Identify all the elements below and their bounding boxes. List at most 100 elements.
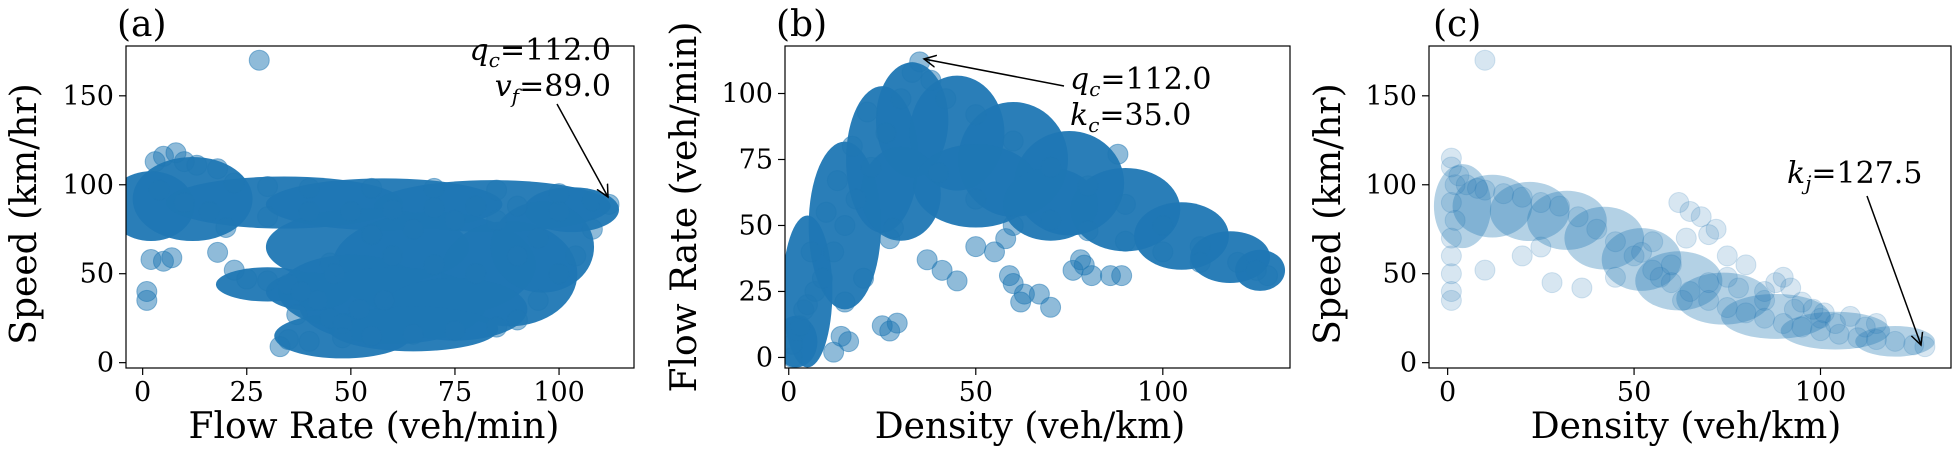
data-point xyxy=(174,193,194,213)
data-point xyxy=(1531,237,1551,257)
data-point xyxy=(1568,207,1588,227)
data-point xyxy=(947,271,967,291)
x-axis-label: Flow Rate (veh/min) xyxy=(189,406,560,447)
data-point xyxy=(507,196,527,216)
y-axis-label: Flow Rate (veh/min) xyxy=(664,22,705,393)
data-point xyxy=(1441,193,1461,213)
data-point xyxy=(910,52,930,72)
annotation-symbol: q xyxy=(470,33,489,68)
annotation-line-2: vf=89.0 xyxy=(495,69,611,108)
data-point xyxy=(424,178,444,198)
data-point xyxy=(1587,219,1607,239)
data-point xyxy=(349,299,369,319)
data-point xyxy=(208,159,228,179)
data-point xyxy=(308,290,328,310)
data-point xyxy=(1736,303,1756,323)
data-point xyxy=(424,198,444,218)
y-tick-label: 25 xyxy=(739,276,773,307)
data-point xyxy=(1475,50,1495,70)
data-point xyxy=(1755,308,1775,328)
data-point xyxy=(374,290,394,310)
data-point xyxy=(1885,331,1905,351)
annotation-line-1: qc=112.0 xyxy=(1070,62,1211,101)
data-point xyxy=(966,105,986,125)
data-point xyxy=(857,102,877,122)
data-point xyxy=(258,177,278,197)
data-point xyxy=(854,268,874,288)
data-point xyxy=(839,332,859,352)
data-point xyxy=(299,331,319,351)
data-point xyxy=(224,173,244,193)
data-point xyxy=(1112,266,1132,286)
data-point xyxy=(1115,194,1135,214)
x-axis-label: Density (veh/km) xyxy=(1531,406,1842,447)
data-point xyxy=(812,268,832,288)
annotation-value: =112.0 xyxy=(1100,62,1211,97)
y-tick-label: 100 xyxy=(721,79,773,110)
data-point xyxy=(566,246,586,266)
data-point xyxy=(1228,252,1248,272)
data-point xyxy=(1755,290,1775,310)
data-point xyxy=(1003,215,1023,235)
panel-c: 0 50 100 0 50 100 150 (c) Density (veh/km) Spe… xyxy=(1308,4,1951,447)
data-point xyxy=(445,321,465,341)
data-point xyxy=(362,178,382,198)
data-point xyxy=(1082,266,1102,286)
x-tick-label: 50 xyxy=(1617,377,1651,408)
data-point xyxy=(507,310,527,330)
data-point xyxy=(237,269,257,289)
y-tick-label: 50 xyxy=(80,259,114,290)
data-point xyxy=(1717,246,1737,266)
data-point xyxy=(1153,242,1173,262)
data-point xyxy=(1811,308,1831,328)
data-point xyxy=(1542,273,1562,293)
data-point xyxy=(936,89,956,109)
data-point xyxy=(1441,228,1461,248)
data-point xyxy=(1531,193,1551,213)
x-tick-label: 0 xyxy=(780,377,797,408)
annotation-value: =112.0 xyxy=(500,33,611,68)
x-axis-label: Density (veh/km) xyxy=(875,406,1186,447)
data-point xyxy=(258,271,278,291)
annotation-symbol: k xyxy=(1787,156,1805,191)
data-point xyxy=(1643,232,1663,252)
data-point xyxy=(187,155,207,175)
data-point xyxy=(382,246,402,266)
data-point xyxy=(1003,131,1023,151)
y-tick-label: 50 xyxy=(1383,259,1417,290)
data-point xyxy=(846,189,866,209)
annotation-value: =127.5 xyxy=(1811,156,1922,191)
data-point xyxy=(549,184,569,204)
data-point xyxy=(1550,196,1570,216)
data-point xyxy=(1717,298,1737,318)
y-axis-label: Speed (km/hr) xyxy=(4,83,45,344)
data-point xyxy=(1441,246,1461,266)
data-point xyxy=(1190,252,1210,272)
annotation-symbol: v xyxy=(495,69,512,104)
data-point xyxy=(1699,273,1719,293)
data-point xyxy=(1475,180,1495,200)
data-point xyxy=(1605,232,1625,252)
data-point xyxy=(1494,184,1514,204)
data-point xyxy=(1441,282,1461,302)
data-point xyxy=(278,330,298,350)
data-point xyxy=(162,248,182,268)
data-point xyxy=(842,136,862,156)
data-point xyxy=(835,292,855,312)
data-point xyxy=(403,324,423,344)
data-point xyxy=(824,242,844,262)
data-point xyxy=(1078,176,1098,196)
y-tick-label: 0 xyxy=(97,348,114,379)
data-point xyxy=(258,207,278,227)
annotation-value: =89.0 xyxy=(519,69,611,104)
data-point xyxy=(1866,314,1886,334)
x-tick-label: 25 xyxy=(230,377,264,408)
annotation-subscript: c xyxy=(1088,113,1099,137)
data-point xyxy=(861,157,881,177)
x-tick-label: 0 xyxy=(1439,377,1456,408)
data-point xyxy=(1717,267,1737,287)
data-point xyxy=(1676,228,1696,248)
data-point xyxy=(1650,267,1670,287)
panel-label: (c) xyxy=(1433,4,1481,45)
data-point xyxy=(549,264,569,284)
